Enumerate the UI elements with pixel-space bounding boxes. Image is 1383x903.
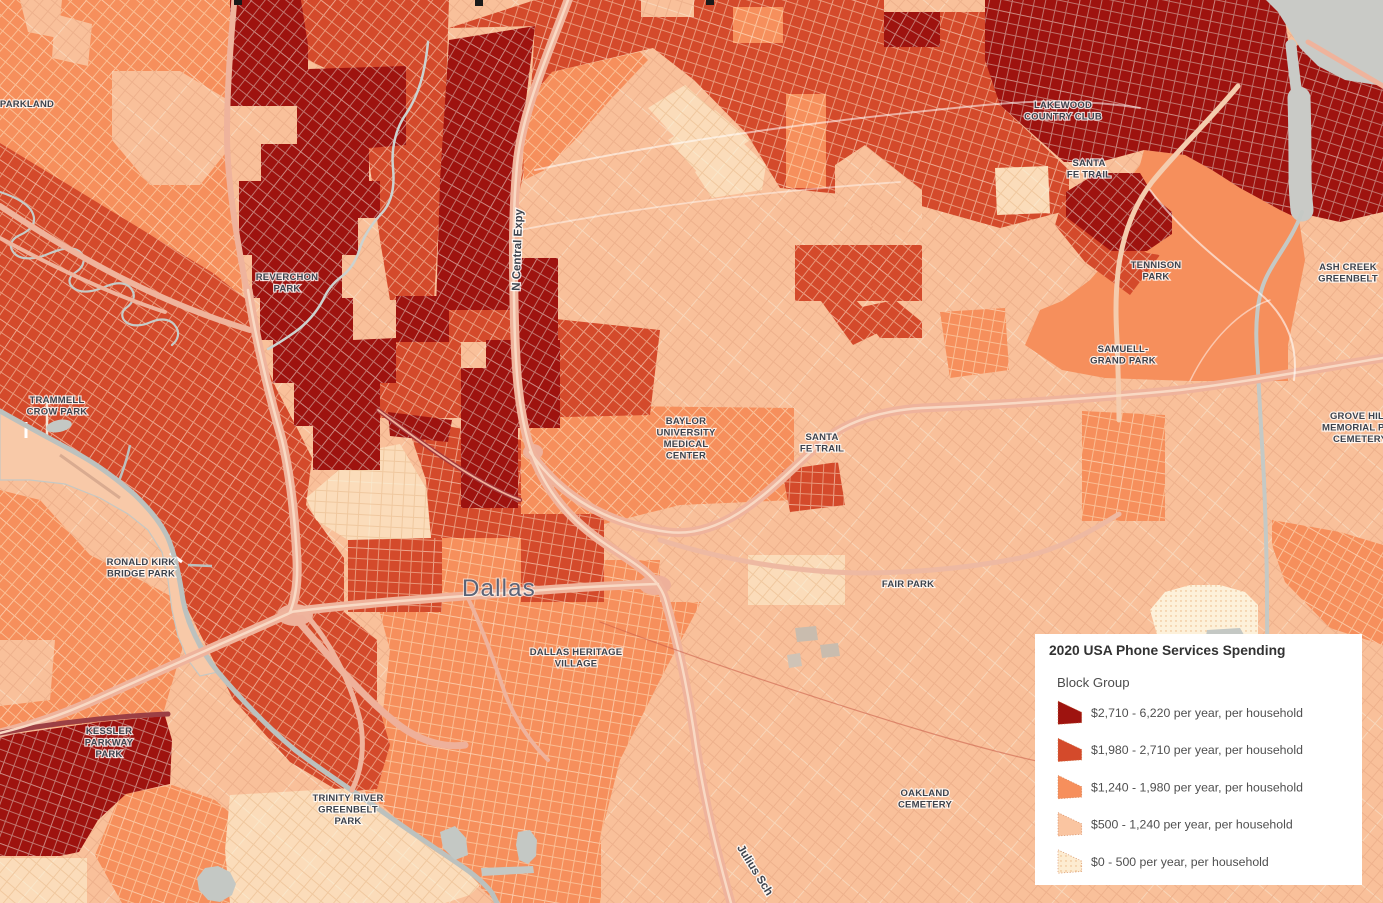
svg-text:RONALD KIRK: RONALD KIRK <box>107 557 176 568</box>
svg-text:PARK: PARK <box>1142 272 1169 283</box>
svg-text:N Central Expy: N Central Expy <box>511 208 526 291</box>
svg-text:$1,240 - 1,980 per year, per h: $1,240 - 1,980 per year, per household <box>1091 780 1303 794</box>
svg-text:SANTA: SANTA <box>805 432 838 443</box>
svg-text:$500 - 1,240 per year, per hou: $500 - 1,240 per year, per household <box>1091 818 1293 832</box>
svg-text:SANTA: SANTA <box>1072 158 1105 169</box>
svg-text:PARKWAY: PARKWAY <box>85 738 134 749</box>
svg-text:TRINITY RIVER: TRINITY RIVER <box>312 793 383 804</box>
svg-text:CEMETERY: CEMETERY <box>898 800 952 811</box>
svg-text:$0 - 500 per year, per househo: $0 - 500 per year, per household <box>1091 855 1269 869</box>
svg-text:CENTER: CENTER <box>666 451 706 462</box>
svg-text:2020 USA Phone Services Spendi: 2020 USA Phone Services Spending <box>1049 643 1285 658</box>
svg-text:PARK: PARK <box>334 816 361 827</box>
svg-text:BRIDGE PARK: BRIDGE PARK <box>107 569 175 580</box>
svg-text:MEMORIAL PAR: MEMORIAL PAR <box>1322 423 1383 434</box>
svg-text:VILLAGE: VILLAGE <box>555 659 598 670</box>
svg-text:FE TRAIL: FE TRAIL <box>1067 170 1111 181</box>
svg-text:FAIR PARK: FAIR PARK <box>882 579 934 590</box>
svg-text:GROVE HILL: GROVE HILL <box>1330 411 1383 422</box>
svg-text:SAMUELL-: SAMUELL- <box>1098 344 1149 355</box>
svg-text:ASH CREEK: ASH CREEK <box>1319 262 1377 273</box>
svg-text:CEMETERY: CEMETERY <box>1333 434 1383 445</box>
svg-text:$1,980 - 2,710 per year, per h: $1,980 - 2,710 per year, per household <box>1091 743 1303 757</box>
svg-text:GRAND PARK: GRAND PARK <box>1090 356 1156 367</box>
svg-text:REVERCHON: REVERCHON <box>256 272 319 283</box>
svg-text:Block Group: Block Group <box>1057 675 1130 690</box>
svg-text:PARK: PARK <box>273 284 300 295</box>
svg-text:Dallas: Dallas <box>462 575 536 602</box>
svg-text:PARKLAND: PARKLAND <box>0 99 54 110</box>
svg-text:PARK: PARK <box>95 749 122 760</box>
svg-text:COUNTRY CLUB: COUNTRY CLUB <box>1024 112 1102 123</box>
svg-text:TENNISON: TENNISON <box>1131 260 1182 271</box>
svg-text:UNIVERSITY: UNIVERSITY <box>656 428 715 439</box>
svg-text:BAYLOR: BAYLOR <box>666 416 706 427</box>
svg-text:KESSLER: KESSLER <box>86 726 132 737</box>
svg-text:OAKLAND: OAKLAND <box>901 788 950 799</box>
svg-text:LAKEWOOD: LAKEWOOD <box>1034 100 1092 111</box>
svg-text:TRAMMELL: TRAMMELL <box>30 395 85 406</box>
svg-text:MEDICAL: MEDICAL <box>664 439 709 450</box>
svg-text:CROW PARK: CROW PARK <box>27 407 88 418</box>
svg-text:DALLAS HERITAGE: DALLAS HERITAGE <box>530 647 623 658</box>
svg-text:$2,710 - 6,220 per year, per h: $2,710 - 6,220 per year, per household <box>1091 706 1303 720</box>
svg-text:FE TRAIL: FE TRAIL <box>800 444 844 455</box>
svg-text:GREENBELT: GREENBELT <box>318 805 378 816</box>
svg-text:GREENBELT: GREENBELT <box>1318 274 1378 285</box>
